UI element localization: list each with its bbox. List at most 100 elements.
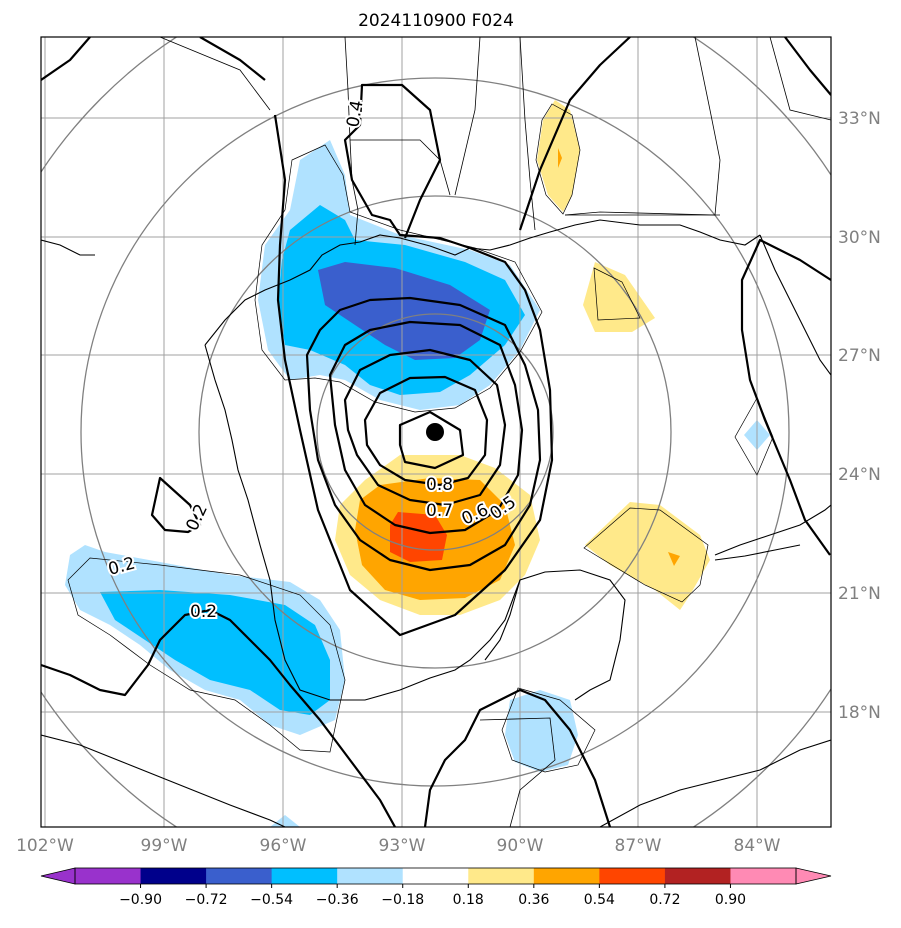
colorbar-tick-label: −0.72 <box>185 892 228 908</box>
lon-label: 99°W <box>141 836 188 856</box>
border-ne-state <box>769 37 831 121</box>
border-mississippi <box>454 37 481 196</box>
shade-yellow-east <box>583 262 655 332</box>
range-ring-1 <box>316 313 554 551</box>
border-louisiana-north <box>350 139 451 196</box>
cuba-south-coast <box>714 544 801 561</box>
lon-label: 84°W <box>734 836 781 856</box>
shade-orange-north <box>558 148 562 168</box>
range-ring-2 <box>198 195 672 669</box>
contour-0.2-sw <box>41 608 396 827</box>
contour-label: 0.2 <box>190 602 217 622</box>
colorbar-cell <box>599 868 666 884</box>
contour-0.6 <box>328 320 524 535</box>
us-gulf-coastline <box>204 219 761 346</box>
contour-label: 0.4 <box>343 99 367 129</box>
contour-0.7 <box>343 348 507 507</box>
lat-label: 21°N <box>838 584 881 604</box>
lon-label-group: 102°W 99°W 96°W 93°W 90°W 87°W 84°W <box>16 836 781 856</box>
contour-0.5 <box>305 296 542 572</box>
mexico-pacific-coast <box>41 734 286 827</box>
colorbar-cell <box>140 868 207 884</box>
contour-0.2-ne <box>518 37 631 231</box>
shade-blue-dark-north <box>318 262 490 360</box>
shade-orange-southeast <box>668 552 680 566</box>
gridlines <box>41 37 831 827</box>
colorbar-cell <box>664 868 731 884</box>
shade-blue-light-south <box>505 690 578 772</box>
colorbar-cells <box>75 868 797 884</box>
lon-label: 87°W <box>615 836 662 856</box>
yucatan-west-coast <box>484 579 521 661</box>
colorbar-tick-label: 0.90 <box>715 892 746 908</box>
colorbar-cell <box>533 868 600 884</box>
colorbar-cell <box>337 868 404 884</box>
lon-label: 96°W <box>260 836 307 856</box>
outline-south-negative <box>501 687 596 773</box>
outline-yellow-southeast <box>583 507 709 603</box>
mexico-east-coastline <box>204 344 626 701</box>
central-america-coast <box>599 739 831 827</box>
figure-title: 2024110900 F024 <box>358 11 514 31</box>
contour-0.8 <box>363 375 489 487</box>
contour-label-group: 0.4 0.8 0.7 0.6 0.5 0.2 0.2 0.2 <box>104 97 522 624</box>
shade-blue-mid-west <box>100 590 330 715</box>
outline-yellow-east <box>593 267 641 321</box>
borders <box>159 37 831 827</box>
colorbar-tick-label: −0.18 <box>381 892 424 908</box>
lat-label: 30°N <box>838 228 881 248</box>
black-dot-icon <box>426 423 444 441</box>
contour-0.2-south <box>423 688 612 827</box>
shade-yellow-southeast <box>585 502 710 610</box>
colorbar-cell <box>468 868 535 884</box>
colorbar-right-extend <box>795 867 832 885</box>
colorbar: −0.90 −0.72 −0.54 −0.36 −0.18 0.18 0.36 0.54 0.7… <box>40 867 832 908</box>
lon-label: 102°W <box>16 836 74 856</box>
contour-0.2-west <box>150 476 202 534</box>
colorbar-tick-label: −0.36 <box>316 892 359 908</box>
florida-coastline <box>759 234 831 376</box>
map-frame <box>40 36 832 828</box>
lat-label-group: 18°N 21°N 24°N 27°N 30°N 33°N <box>838 109 881 723</box>
contour-0.2-top <box>199 37 266 81</box>
contour-0.2-nw <box>41 37 91 81</box>
colorbar-tick-label: 0.36 <box>518 892 549 908</box>
colorbar-tick-label: −0.54 <box>250 892 293 908</box>
range-ring-3 <box>80 77 790 787</box>
shading-positive <box>335 100 710 615</box>
black-contours <box>41 37 831 827</box>
lat-label: 27°N <box>838 346 881 366</box>
lat-label: 24°N <box>838 465 881 485</box>
lon-label: 90°W <box>497 836 544 856</box>
contour-0.9 <box>398 410 465 470</box>
colorbar-tick-label: −0.90 <box>119 892 162 908</box>
border-texas-louisiana <box>344 37 359 246</box>
contour-0.2-ne-corner <box>784 37 831 96</box>
border-alabama <box>519 37 536 231</box>
colorbar-tick-group: −0.90 −0.72 −0.54 −0.36 −0.18 0.18 0.36 0.54 0.7… <box>119 884 746 908</box>
outline-west-negative <box>67 557 346 753</box>
contour-0.4 <box>273 83 554 637</box>
lat-label: 33°N <box>838 109 881 129</box>
colorbar-tick-label: 0.72 <box>649 892 680 908</box>
contour-label: 0.7 <box>426 501 453 521</box>
outline-north-negative <box>254 144 543 413</box>
coastlines <box>41 219 831 827</box>
colorbar-cell <box>206 868 273 884</box>
colorbar-frame <box>74 867 797 885</box>
range-rings <box>41 37 831 827</box>
colorbar-cell <box>271 868 338 884</box>
colorbar-tick-label: 0.18 <box>453 892 484 908</box>
texas-west-coast-north <box>41 239 95 256</box>
border-georgia <box>564 37 721 216</box>
border-texas-panhandle <box>159 37 271 111</box>
colorbar-cell <box>730 868 797 884</box>
cuba-coastline <box>714 504 831 556</box>
map-panel: 0.4 0.8 0.7 0.6 0.5 0.2 0.2 0.2 <box>40 36 832 828</box>
colorbar-cell <box>402 868 469 884</box>
contour-label: 0.8 <box>426 475 453 495</box>
lon-label: 93°W <box>379 836 426 856</box>
contour-0.2-east <box>740 238 831 556</box>
